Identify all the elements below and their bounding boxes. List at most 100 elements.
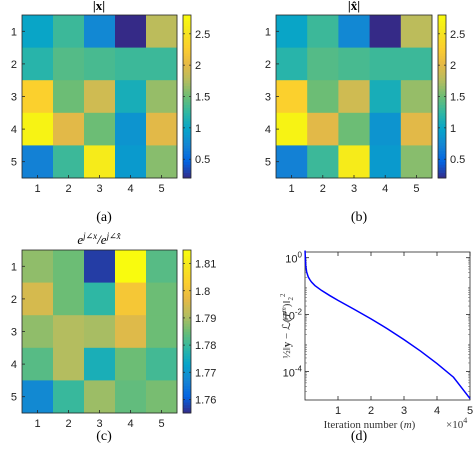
colorbar-segment	[183, 15, 191, 19]
colorbar-segment	[183, 142, 191, 146]
colorbar-segment	[438, 72, 446, 76]
heatmap-cell	[338, 145, 370, 179]
multiplier-base: ×10	[446, 419, 464, 431]
x-tick-label: 5	[158, 183, 164, 195]
heatmap-cell	[84, 145, 116, 179]
colorbar-segment	[438, 20, 446, 24]
colorbar-segment	[183, 129, 191, 133]
x-tick-label: 1	[34, 418, 40, 430]
y-tick-label: 3	[11, 327, 17, 339]
colorbar-segment	[183, 69, 191, 73]
colorbar-segment	[438, 47, 446, 51]
colorbar-segment	[183, 355, 191, 360]
colorbar-segment	[438, 82, 446, 87]
tick-exponent: 0	[298, 251, 303, 260]
x-axis-label-var: m	[404, 419, 412, 431]
x-tick-label: 2	[65, 418, 71, 430]
colorbar-segment	[183, 137, 191, 141]
colorbar-segment	[183, 126, 191, 130]
heatmap-cell	[115, 15, 147, 48]
colorbar-tick-label: 1	[450, 123, 456, 135]
colorbar-segment	[438, 167, 446, 171]
x-tick-label: 5	[158, 418, 164, 430]
y-tick-label: 3	[11, 92, 17, 104]
x-tick-label: 4	[382, 183, 388, 195]
colorbar-segment	[438, 17, 446, 21]
colorbar-segment	[183, 410, 191, 414]
colorbar-segment	[183, 28, 191, 32]
y-tick-label: 4	[11, 359, 17, 371]
colorbar-segment	[438, 77, 446, 81]
panel-title: ej∠x/ej∠x̂	[77, 231, 120, 247]
colorbar-tick-label: 2	[450, 60, 456, 72]
heatmap-cell	[22, 250, 54, 283]
y-label-part: )‖	[281, 300, 293, 307]
y-tick-label: 2	[265, 59, 271, 71]
colorbar-segment	[183, 123, 191, 127]
colorbar-tick-label: 0.5	[195, 154, 210, 166]
colorbar-segment	[438, 23, 446, 27]
colorbar-segment	[183, 47, 191, 51]
colorbar-segment	[183, 288, 191, 292]
heatmap-cell	[22, 315, 54, 349]
colorbar-segment	[183, 304, 191, 308]
y-tick-label: 4	[265, 124, 271, 136]
x-tick-label: 2	[320, 183, 326, 195]
x-tick-label: 1	[34, 183, 40, 195]
colorbar-segment	[183, 320, 191, 324]
heatmap-cell	[369, 145, 402, 179]
colorbar-segment	[438, 34, 446, 38]
panel-caption: (b)	[351, 210, 368, 225]
colorbar-segment	[183, 42, 191, 46]
colorbar-segment	[183, 77, 191, 81]
colorbar-segment	[438, 120, 446, 125]
colorbar-segment	[183, 252, 191, 256]
heatmap-cell	[84, 347, 116, 381]
colorbar-segment	[438, 91, 446, 95]
colorbar-segment	[183, 167, 191, 171]
colorbar-segment	[183, 315, 191, 319]
colorbar-segment	[438, 31, 446, 35]
colorbar-tick-label: 1.79	[195, 313, 216, 325]
colorbar-segment	[438, 137, 446, 141]
colorbar-segment	[183, 101, 191, 106]
colorbar-segment	[183, 342, 191, 346]
colorbar-segment	[438, 118, 446, 122]
colorbar-segment	[183, 366, 191, 370]
heatmap-cell	[22, 15, 54, 48]
heatmap-cell	[115, 282, 147, 316]
title-superscript: j∠x̂	[106, 231, 121, 241]
colorbar-tick-label: 2.5	[450, 29, 465, 41]
heatmap-cell	[338, 80, 370, 114]
heatmap-cell	[146, 347, 178, 381]
heatmap-cell	[53, 380, 85, 414]
colorbar-segment	[183, 298, 191, 303]
colorbar-segment	[183, 164, 191, 168]
x-axis-label: Iteration number (m)	[324, 419, 416, 431]
y-label-part: − ℒ(	[281, 318, 293, 342]
colorbar-segment	[438, 63, 446, 68]
colorbar-frame	[182, 249, 192, 414]
colorbar-segment	[183, 255, 191, 259]
colorbar-segment	[183, 372, 191, 376]
colorbar-segment	[438, 80, 446, 84]
colorbar-segment	[438, 164, 446, 168]
heatmap-cell	[22, 47, 54, 81]
colorbar-segment	[183, 402, 191, 406]
colorbar-segment	[438, 175, 446, 179]
heatmap-panel-3: 1 2 3 4 5 1 2 3 4 5 1.76 1.77 1.78 1.79 1.8 1.81 ej∠x/ej…	[11, 231, 217, 444]
heatmap-cell	[338, 47, 370, 81]
colorbar-segment	[438, 42, 446, 46]
heatmap-cell	[115, 315, 147, 349]
colorbar-segment	[183, 44, 191, 48]
colorbar-segment	[438, 99, 446, 103]
heatmap-cell	[146, 282, 178, 316]
colorbar-segment	[183, 110, 191, 114]
tick-base: 10	[285, 254, 297, 266]
colorbar-segment	[183, 323, 191, 327]
colorbar-segment	[183, 339, 191, 343]
colorbar-segment	[183, 58, 191, 62]
colorbar-segment	[438, 74, 446, 78]
